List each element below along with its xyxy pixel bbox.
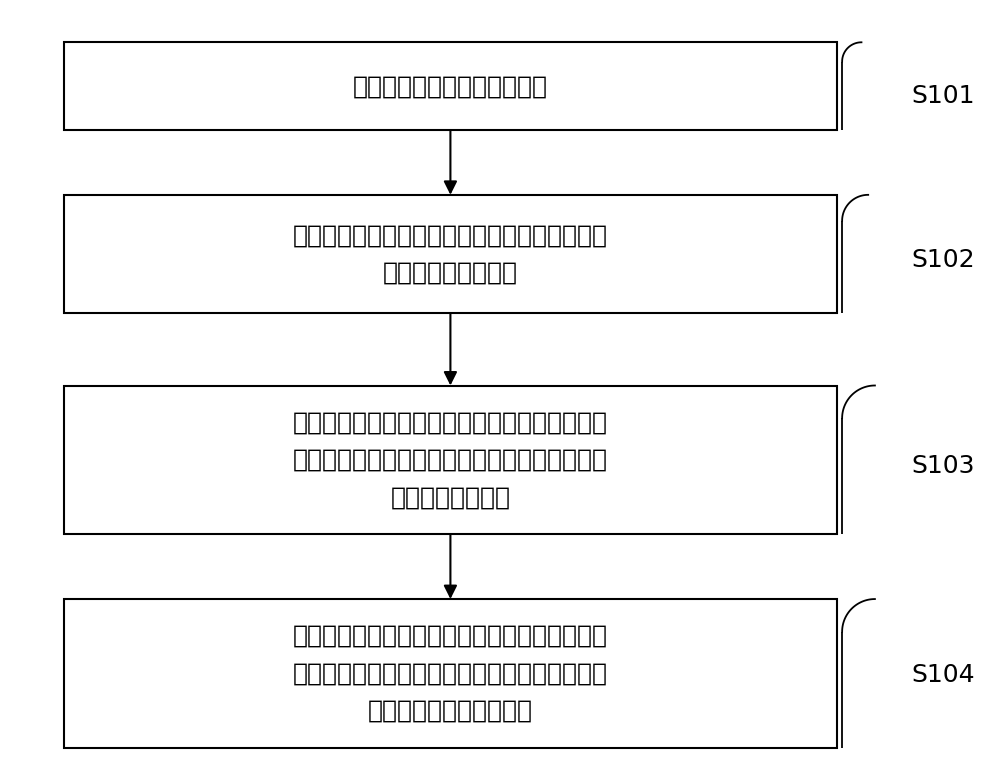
Text: 提取所述灰度眼底图像中的预设图像特征；所述
预设图像特征包括以下特征中的一种或多种：小
波特征和纹理特征: 提取所述灰度眼底图像中的预设图像特征；所述 预设图像特征包括以下特征中的一种或多… [293,411,608,509]
Text: S104: S104 [912,663,975,687]
Text: 获取眼部检测患者的眼底图像: 获取眼部检测患者的眼底图像 [353,74,548,98]
Text: 对所述眼底图像进行预处理，得到所述眼底图像
对应的灰度眼底图像: 对所述眼底图像进行预处理，得到所述眼底图像 对应的灰度眼底图像 [293,224,608,284]
Text: S101: S101 [912,84,975,108]
FancyBboxPatch shape [64,42,837,130]
Text: 根据所述眼底图像的糖尿病视网膜病变分类模型
对所述预设图像特征进行分析处理，得到对应的
所述眼底图像的分类结果: 根据所述眼底图像的糖尿病视网膜病变分类模型 对所述预设图像特征进行分析处理，得到… [293,624,608,722]
FancyBboxPatch shape [64,599,837,748]
FancyBboxPatch shape [64,195,837,313]
Text: S102: S102 [912,247,975,271]
FancyBboxPatch shape [64,386,837,534]
Text: S103: S103 [912,453,975,477]
